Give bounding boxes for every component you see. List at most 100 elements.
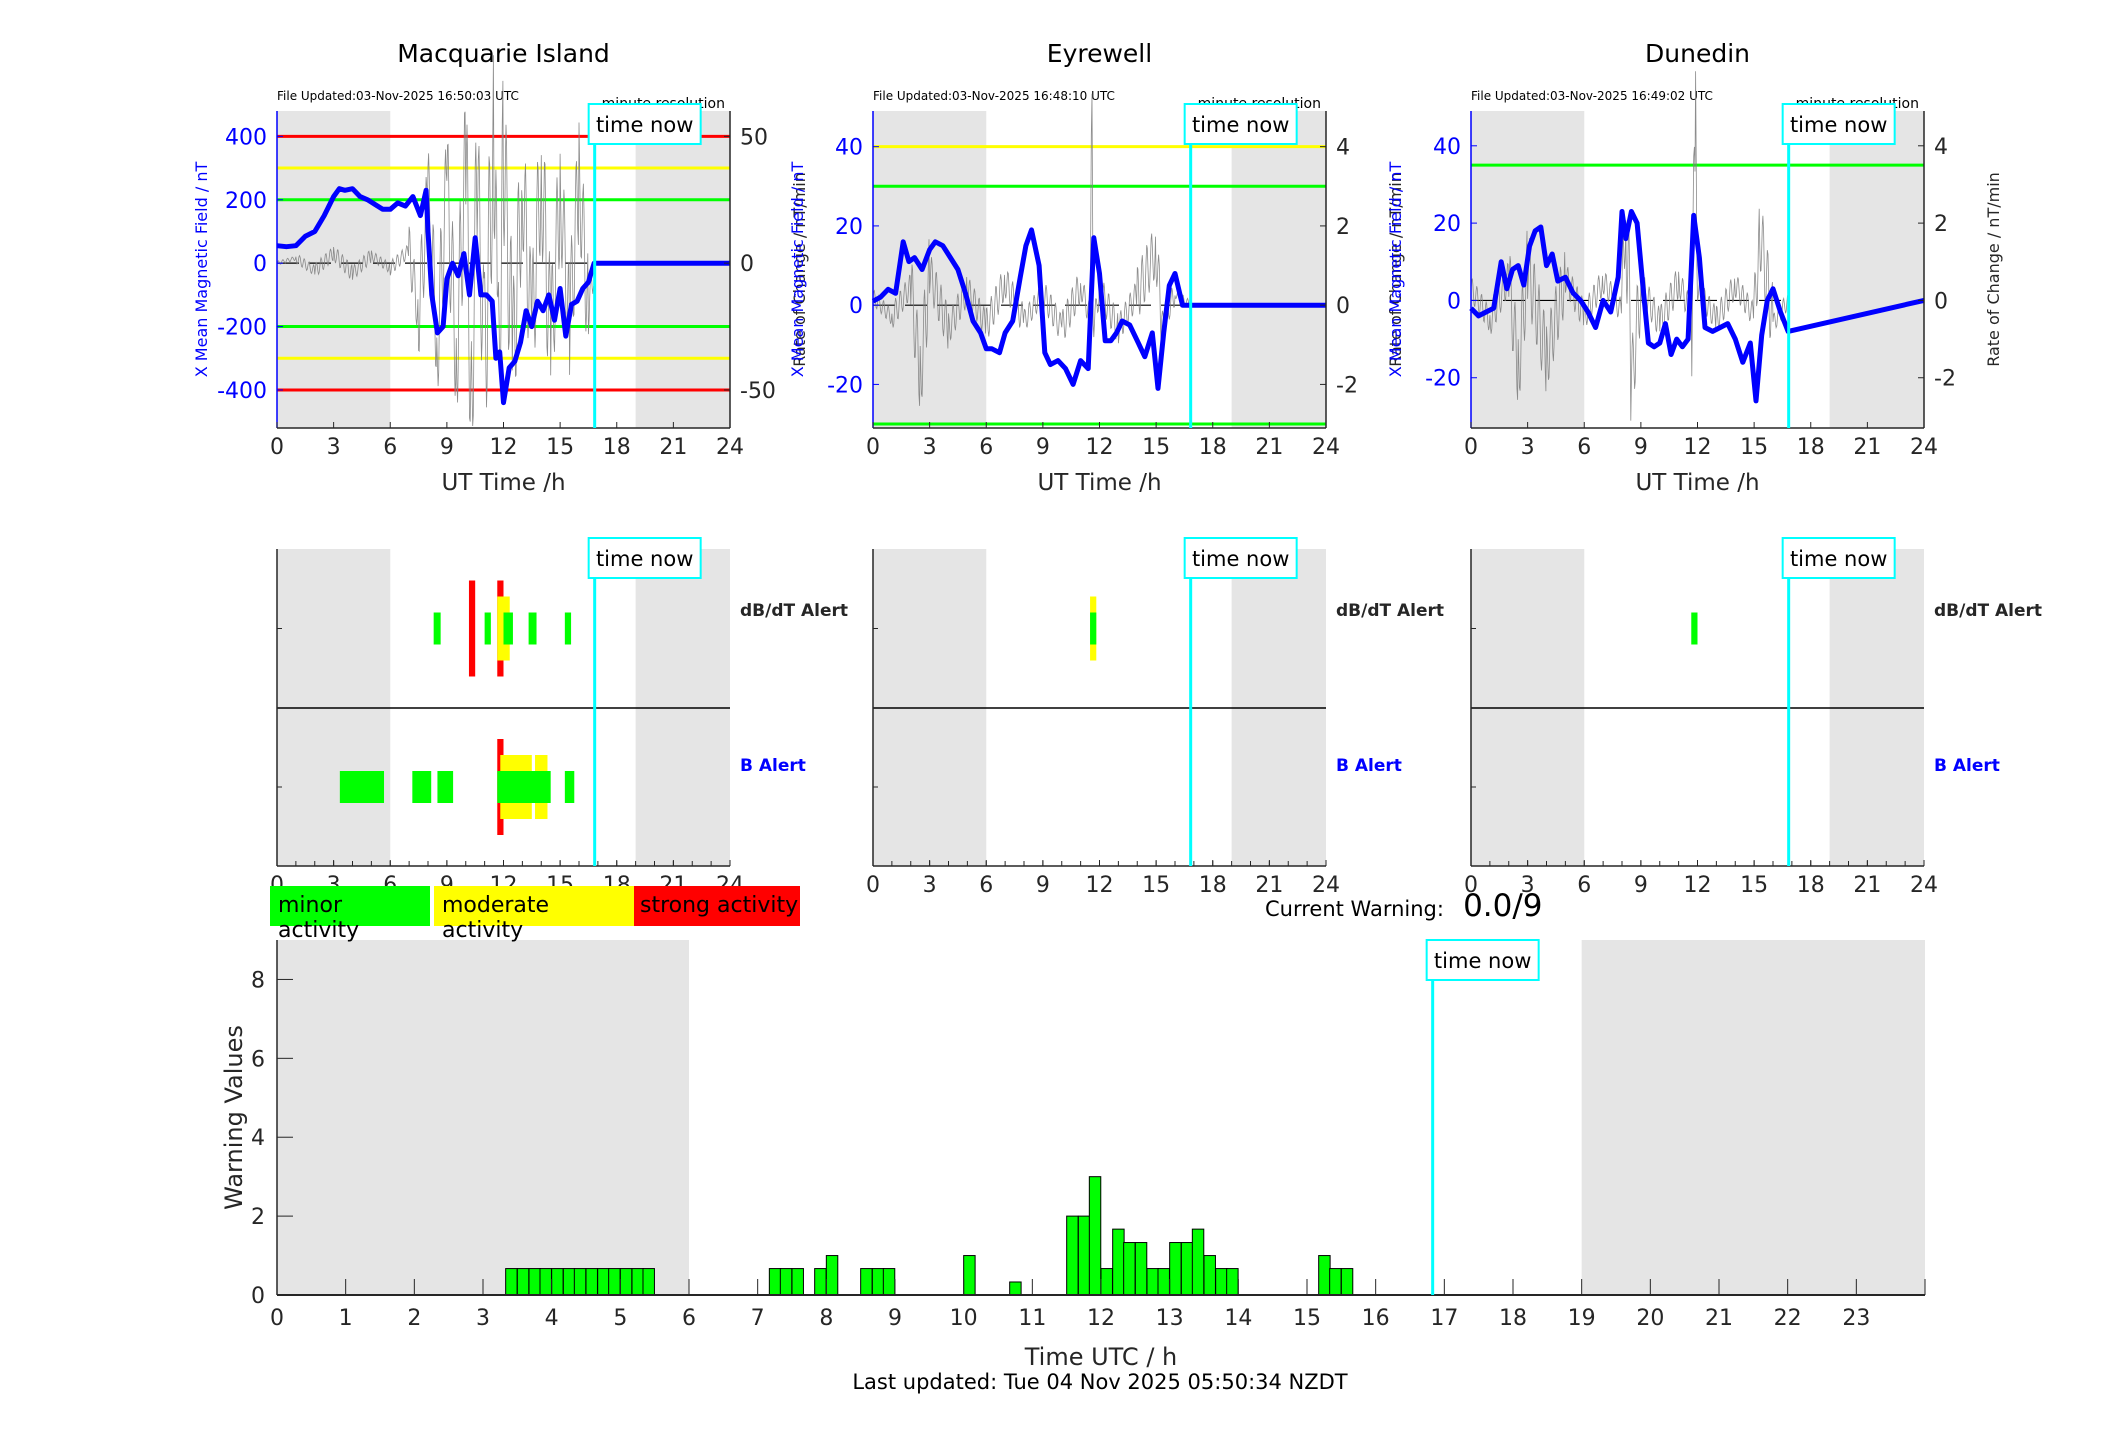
warning-values-bar [1123, 1242, 1136, 1296]
macquarie-alerts-dbdt-segment-minor [503, 612, 513, 645]
time-now-box-frame [1183, 103, 1298, 145]
legend-strong: strong activity [634, 886, 800, 926]
warning-values-bar [631, 1268, 644, 1296]
warning-values-bar [814, 1268, 827, 1296]
warning-values-x-tick-label: 10 [950, 1306, 978, 1331]
eyrewell-field-time-now-box: time now [1183, 103, 1298, 145]
eyrewell-alerts-b-label: B Alert [1336, 756, 1402, 776]
dunedin-alerts-x-tick-label: 9 [1634, 873, 1648, 898]
dunedin-field-time-now-box: time now [1781, 103, 1896, 145]
warning-values-bar [585, 1268, 598, 1296]
eyrewell-field-x-tick-label: 21 [1255, 435, 1283, 460]
time-now-box-frame [587, 103, 702, 145]
warning-values-x-tick-label: 1 [339, 1306, 353, 1331]
warning-values-y-tick-label: 6 [251, 1047, 265, 1072]
warning-values-y-tick-label: 0 [251, 1284, 265, 1309]
macquarie-field-y-tick-label-right: 50 [740, 125, 768, 150]
legend: minor activity moderate activity strong … [270, 886, 800, 943]
dunedin-alerts-x-tick-label: 12 [1684, 873, 1712, 898]
eyrewell-alerts-x-tick-label: 9 [1036, 873, 1050, 898]
warning-values-x-tick-label: 15 [1293, 1306, 1321, 1331]
eyrewell-alerts-x-tick-label: 3 [923, 873, 937, 898]
warning-values-x-tick-label: 12 [1087, 1306, 1115, 1331]
macquarie-field-y-tick-label-left: 400 [225, 125, 267, 150]
macquarie-alerts-dbdt-label: dB/dT Alert [740, 601, 848, 621]
eyrewell-field-rate-series [872, 93, 1190, 406]
warning-values-x-tick-label: 16 [1362, 1306, 1390, 1331]
macquarie-field-y-label-left: X Mean Magnetic Field / nT [192, 162, 211, 378]
time-now-label: time now [1192, 113, 1289, 137]
macquarie-field-time-now-box: time now [587, 103, 702, 145]
macquarie-alerts-b-segment-minor [437, 771, 454, 803]
warning-values-bar [551, 1268, 564, 1296]
warning-values-x-tick-label: 7 [751, 1306, 765, 1331]
macquarie-alerts-b-segment-minor [564, 771, 575, 803]
warning-values-bar [562, 1268, 576, 1296]
dunedin-alerts-x-tick-label: 21 [1853, 873, 1881, 898]
dunedin-field-y-tick-label-left: 0 [1447, 289, 1461, 314]
warning-values-x-tick-label: 9 [888, 1306, 902, 1331]
dunedin-field-x-tick-label: 12 [1684, 435, 1712, 460]
macquarie-field-field-series [276, 186, 730, 406]
dunedin-field-y-tick-label-left: -20 [1425, 367, 1461, 392]
warning-values-x-tick-label: 20 [1636, 1306, 1664, 1331]
dunedin-field-y-tick-label-left: 40 [1433, 135, 1461, 160]
warning-values-x-tick-label: 5 [613, 1306, 627, 1331]
warning-values-x-tick-label: 19 [1568, 1306, 1596, 1331]
dunedin-field-x-tick-label: 6 [1577, 435, 1591, 460]
eyrewell-field-y-label-right: Rate of Change / nT/min [1386, 172, 1405, 367]
dunedin-alerts-x-tick-label: 24 [1910, 873, 1938, 898]
warning-values-x-tick-label: 14 [1224, 1306, 1252, 1331]
macquarie-field-night-shade [277, 111, 391, 428]
eyrewell-field-x-tick-label: 24 [1312, 435, 1340, 460]
dunedin-alerts-time-now-box: time now [1781, 537, 1896, 579]
macquarie-alerts-time-now-box: time now [587, 537, 702, 579]
current-warning-value: 0.0/9 [1463, 888, 1543, 924]
warning-values-x-tick-label: 21 [1705, 1306, 1733, 1331]
macquarie-alerts-dbdt-segment-minor [484, 612, 491, 645]
macquarie-field-x-tick-label: 0 [270, 435, 284, 460]
current-warning-label: Current Warning: [1265, 897, 1444, 921]
eyrewell-field-x-tick-label: 6 [979, 435, 993, 460]
dunedin-field-x-tick-label: 15 [1740, 435, 1768, 460]
eyrewell-field-night-shade [1231, 111, 1326, 428]
dunedin-field-y-tick-label-left: 20 [1433, 212, 1461, 237]
legend-strong-label: strong activity [640, 893, 799, 918]
eyrewell-field-x-tick-label: 12 [1086, 435, 1114, 460]
warning-values-x-tick-label: 0 [270, 1306, 284, 1331]
macquarie-field-x-tick-label: 15 [546, 435, 574, 460]
warning-values-x-tick-label: 6 [682, 1306, 696, 1331]
macquarie-field-file-updated: File Updated:03-Nov-2025 16:50:03 UTC [277, 89, 519, 103]
dunedin-field-x-label: UT Time /h [1635, 470, 1759, 496]
warning-values-x-tick-label: 4 [545, 1306, 559, 1331]
macquarie-field-x-tick-label: 9 [440, 435, 454, 460]
warning-values-bar [1191, 1228, 1205, 1296]
warning-values-bar [1112, 1228, 1125, 1296]
dunedin-alerts-b-label: B Alert [1934, 756, 2000, 776]
warning-values-bar [871, 1268, 885, 1296]
warning-values-bar [1009, 1281, 1022, 1296]
warning-values-bar [573, 1268, 587, 1296]
eyrewell-field-y-tick-label-left: 20 [835, 215, 863, 240]
dunedin-alerts-dbdt-label: dB/dT Alert [1934, 601, 2042, 621]
macquarie-alerts-dbdt-segment-minor [433, 612, 441, 645]
warning-values-x-tick-label: 22 [1774, 1306, 1802, 1331]
eyrewell-field-x-tick-label: 0 [866, 435, 880, 460]
macquarie-field-x-tick-label: 3 [327, 435, 341, 460]
warning-values-bar [882, 1268, 896, 1296]
dunedin-alerts-x-tick-label: 3 [1521, 873, 1535, 898]
warning-values-bar [1157, 1268, 1170, 1296]
macquarie-alerts-b-segment-minor [497, 771, 551, 803]
eyrewell-field-y-tick-label-left: 40 [835, 136, 863, 161]
time-now-label: time now [1790, 113, 1887, 137]
time-now-label: time now [596, 113, 693, 137]
eyrewell-field-y-tick-label-left: -20 [827, 373, 863, 398]
time-now-box-frame [1183, 537, 1298, 579]
eyrewell-field-x-tick-label: 3 [923, 435, 937, 460]
warning-values-bar [860, 1268, 873, 1296]
dunedin-field-field-series [1469, 209, 1925, 404]
eyrewell-alerts-x-tick-label: 6 [979, 873, 993, 898]
eyrewell-alerts-x-tick-label: 21 [1255, 873, 1283, 898]
warning-values-bar [768, 1268, 782, 1296]
